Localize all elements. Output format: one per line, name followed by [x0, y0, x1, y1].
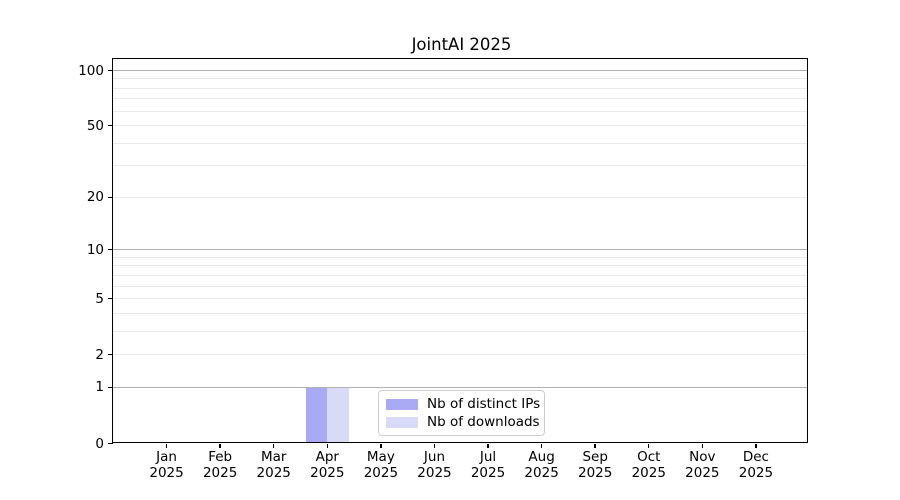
x-tick-mark [165, 443, 168, 448]
y-gridline-minor [113, 87, 808, 89]
y-gridline-minor [113, 285, 808, 287]
x-tick-label: Nov 2025 [662, 449, 742, 481]
x-tick-year: 2025 [524, 464, 559, 481]
bar-downloads [327, 387, 349, 444]
x-tick-label: Apr 2025 [287, 449, 367, 481]
x-tick-mark [540, 443, 543, 448]
legend: Nb of distinct IPs Nb of downloads [378, 390, 545, 436]
x-tick-month: Feb [208, 449, 233, 465]
y-gridline-minor [113, 196, 808, 198]
x-tick-year: 2025 [685, 464, 720, 481]
y-tick-mark [108, 69, 113, 72]
y-tick-mark [108, 442, 113, 445]
x-tick-label: Mar 2025 [234, 449, 314, 481]
x-tick-month: Sep [582, 449, 608, 465]
y-gridline-minor [113, 98, 808, 100]
x-tick-mark [326, 443, 328, 448]
y-gridline-minor [113, 265, 808, 267]
legend-item: Nb of downloads [386, 414, 544, 430]
x-tick-month: Nov [689, 449, 716, 465]
legend-item: Nb of distinct IPs [386, 396, 544, 412]
legend-label: Nb of downloads [427, 414, 540, 430]
y-gridline-minor [113, 274, 808, 276]
x-tick-label: Aug 2025 [502, 449, 582, 481]
x-tick-mark [273, 443, 275, 448]
bar-distinct-ips [305, 387, 328, 444]
x-tick-mark [487, 443, 489, 448]
x-tick-year: 2025 [470, 464, 506, 481]
y-gridline-minor [113, 298, 808, 300]
x-tick-month: Dec [742, 449, 769, 465]
y-tick-mark [108, 354, 113, 356]
x-tick-month: May [366, 449, 395, 465]
x-tick-year: 2025 [578, 464, 613, 481]
y-gridline-minor [113, 110, 808, 112]
y-tick-mark [108, 386, 113, 389]
y-tick-label: 1 [95, 379, 104, 396]
x-tick-month: Apr [315, 449, 339, 465]
x-tick-label: Jan 2025 [127, 449, 207, 481]
y-tick-label: 5 [95, 290, 104, 307]
y-tick-label: 100 [78, 62, 104, 79]
y-tick-label: 10 [86, 241, 104, 258]
x-tick-year: 2025 [256, 464, 291, 481]
legend-label: Nb of distinct IPs [427, 396, 541, 412]
x-tick-year: 2025 [149, 464, 184, 481]
y-gridline-minor [113, 142, 808, 144]
y-gridline-major [113, 249, 808, 251]
x-tick-year: 2025 [310, 464, 345, 481]
x-tick-month: Aug [528, 449, 555, 465]
y-tick-label: 50 [86, 117, 104, 134]
y-gridline-minor [113, 256, 808, 258]
x-tick-label: Sep 2025 [555, 449, 635, 481]
x-tick-mark [701, 443, 704, 448]
x-tick-month: Jun [423, 449, 445, 465]
x-tick-label: Jun 2025 [394, 449, 474, 481]
x-tick-label: Dec 2025 [716, 449, 796, 481]
y-gridline-major [113, 386, 808, 388]
y-gridline-minor [113, 125, 808, 127]
chart-title: JointAI 2025 [411, 35, 512, 54]
x-tick-month: Jul [479, 449, 497, 465]
legend-swatch [386, 416, 418, 428]
x-tick-month: Jan [156, 449, 177, 465]
legend-swatch [386, 398, 418, 410]
y-tick-label: 0 [95, 435, 104, 452]
x-tick-year: 2025 [417, 464, 452, 481]
y-gridline-minor [113, 165, 808, 167]
y-gridline-minor [113, 78, 808, 80]
x-tick-month: Oct [637, 449, 661, 465]
x-tick-month: Mar [260, 449, 287, 465]
x-tick-year: 2025 [738, 464, 774, 481]
y-gridline-minor [113, 330, 808, 332]
x-tick-mark [380, 443, 382, 448]
x-tick-year: 2025 [363, 464, 399, 481]
x-tick-mark [594, 443, 596, 448]
x-tick-mark [755, 443, 757, 448]
x-tick-mark [433, 443, 436, 448]
y-gridline-minor [113, 312, 808, 314]
y-tick-mark [108, 297, 113, 300]
y-tick-label: 2 [95, 346, 104, 363]
y-tick-mark [108, 248, 113, 251]
x-tick-year: 2025 [631, 464, 666, 481]
x-tick-label: Oct 2025 [609, 449, 689, 481]
x-tick-label: May 2025 [341, 449, 421, 481]
plot-border [112, 58, 808, 443]
y-tick-mark [108, 125, 113, 127]
y-gridline-minor [113, 354, 808, 356]
x-tick-label: Jul 2025 [448, 449, 528, 481]
y-gridline-major [113, 70, 808, 71]
x-tick-year: 2025 [202, 464, 238, 481]
x-tick-label: Feb 2025 [180, 449, 260, 481]
x-tick-mark [648, 443, 650, 448]
x-tick-mark [219, 443, 221, 448]
y-tick-mark [108, 196, 113, 199]
y-tick-label: 20 [86, 189, 104, 206]
